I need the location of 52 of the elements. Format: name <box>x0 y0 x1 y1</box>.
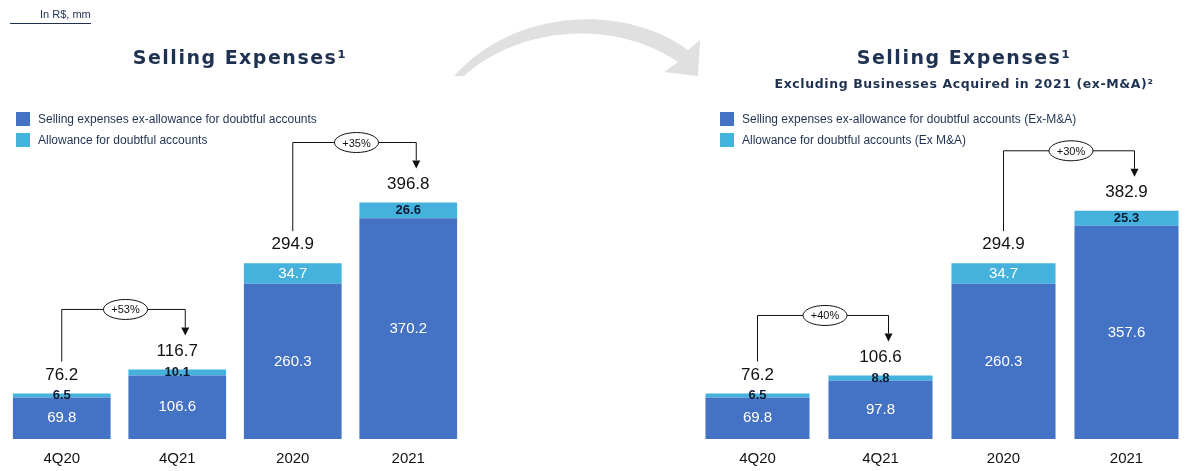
total-label: 76.2 <box>740 364 775 384</box>
total-label: 116.7 <box>156 340 198 360</box>
data-label: 260.3 <box>984 351 1023 369</box>
chart-title: Selling Expenses¹ <box>132 46 348 68</box>
data-label: 34.7 <box>988 263 1019 281</box>
x-tick-label: 4Q20 <box>43 449 81 467</box>
legend-label: Selling expenses ex-allowance for doubtful accounts (Ex-M&A) <box>742 112 1077 126</box>
x-tick-label: 2021 <box>391 449 425 467</box>
bar <box>1074 210 1179 226</box>
x-tick-label: 4Q21 <box>158 449 196 467</box>
data-label: 34.7 <box>278 263 308 281</box>
bar <box>828 375 933 381</box>
bar <box>951 283 1056 439</box>
data-label: 69.8 <box>47 408 77 426</box>
data-label: 106.6 <box>158 397 197 415</box>
data-label: 97.8 <box>865 400 896 417</box>
text: +35% <box>342 136 371 149</box>
x-tick-label: 4Q21 <box>862 449 899 467</box>
bar <box>951 263 1056 284</box>
total-label: 106.6 <box>859 346 902 366</box>
chart-title: Selling Expenses¹ <box>856 46 1072 68</box>
legend-label: Selling expenses ex-allowance for doubtful accounts <box>38 112 317 126</box>
legend-label: Allowance for doubtful accounts (Ex M&A) <box>742 133 967 147</box>
bar <box>828 380 933 439</box>
bar <box>128 375 227 439</box>
total-label: 396.8 <box>386 173 430 193</box>
total-label: 382.9 <box>1105 181 1148 201</box>
data-label: 69.8 <box>742 408 773 426</box>
bar <box>359 218 458 439</box>
text: In R$, mm <box>10 8 91 24</box>
bar <box>705 397 810 439</box>
x-tick-label: 2020 <box>276 449 310 467</box>
text: +30% <box>1056 144 1086 157</box>
legend-label: Allowance for doubtful accounts <box>38 133 208 147</box>
data-label: 25.3 <box>1113 209 1140 225</box>
chart-subtitle: Excluding Businesses Acquired in 2021 (ex-M&A)² <box>774 76 1154 91</box>
bar <box>12 397 111 439</box>
data-label: 357.6 <box>1107 322 1146 340</box>
data-label: 26.6 <box>395 202 421 218</box>
bar <box>243 263 342 284</box>
total-label: 294.9 <box>982 234 1025 254</box>
annotation: +40% <box>810 309 840 322</box>
annotation: +53% <box>111 303 140 316</box>
bar <box>243 283 342 439</box>
x-tick-label: 4Q20 <box>739 449 776 467</box>
total-label: 76.2 <box>45 364 79 384</box>
x-tick-label: 2021 <box>1109 449 1144 467</box>
total-label: 294.9 <box>271 234 315 254</box>
x-tick-label: 2020 <box>986 449 1021 467</box>
data-label: 370.2 <box>389 318 428 336</box>
data-label: 260.3 <box>273 351 312 369</box>
bar <box>1074 225 1179 439</box>
